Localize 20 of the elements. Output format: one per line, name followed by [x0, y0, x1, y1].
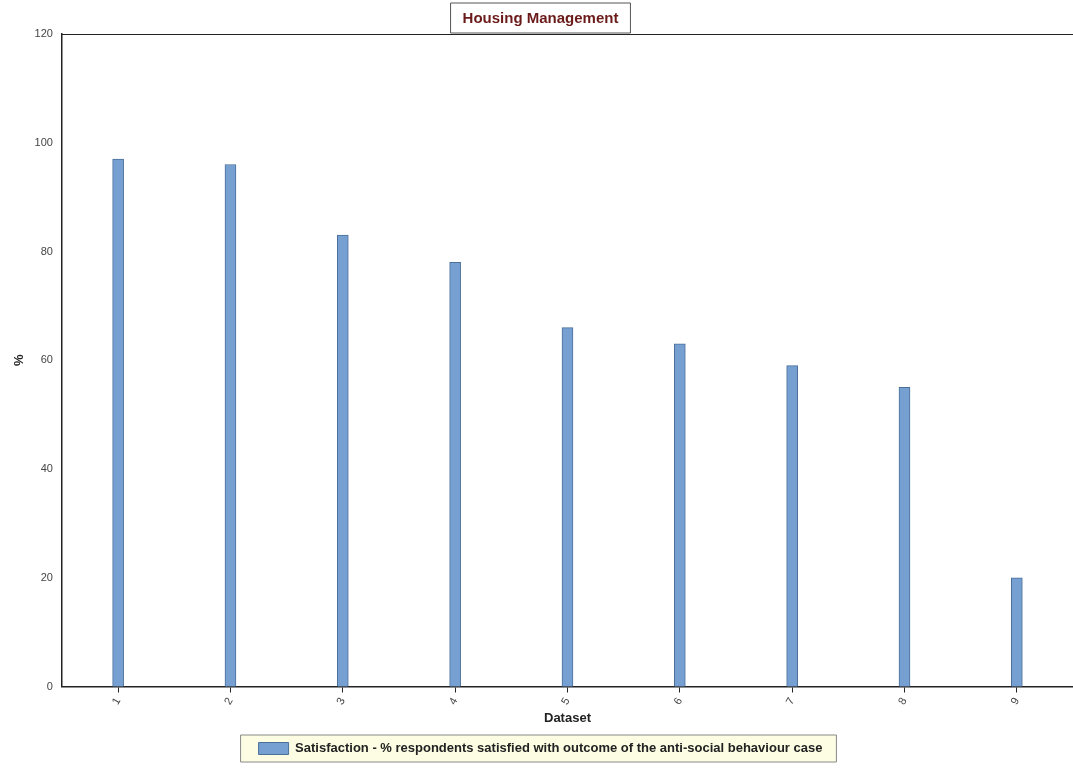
x-tick-label: 4: [446, 695, 460, 707]
y-tick-label: 40: [40, 462, 53, 475]
y-axis-title: %: [11, 354, 27, 367]
y-tick-label: 0: [46, 679, 53, 692]
x-tick-label: 5: [558, 695, 572, 707]
y-tick-label: 120: [34, 27, 53, 40]
chart-title: Housing Management: [462, 9, 619, 27]
x-tick-label: 3: [333, 695, 348, 707]
x-tick-label: 2: [221, 695, 235, 707]
legend-label: Satisfaction - % respondents satisfied with outcome of the anti-social behaviour case: [295, 740, 823, 756]
x-axis-title: Dataset: [543, 709, 592, 725]
x-tick-label: 6: [670, 695, 685, 707]
x-tick-label: 9: [1007, 695, 1022, 707]
x-tick-label: 7: [783, 695, 797, 707]
y-tick-label: 80: [40, 244, 53, 257]
y-tick-label: 20: [40, 570, 53, 583]
x-tick-label: 8: [895, 695, 909, 707]
y-tick-label: 100: [34, 135, 53, 148]
y-tick-label: 60: [40, 353, 53, 366]
x-tick-label: 1: [109, 695, 123, 707]
